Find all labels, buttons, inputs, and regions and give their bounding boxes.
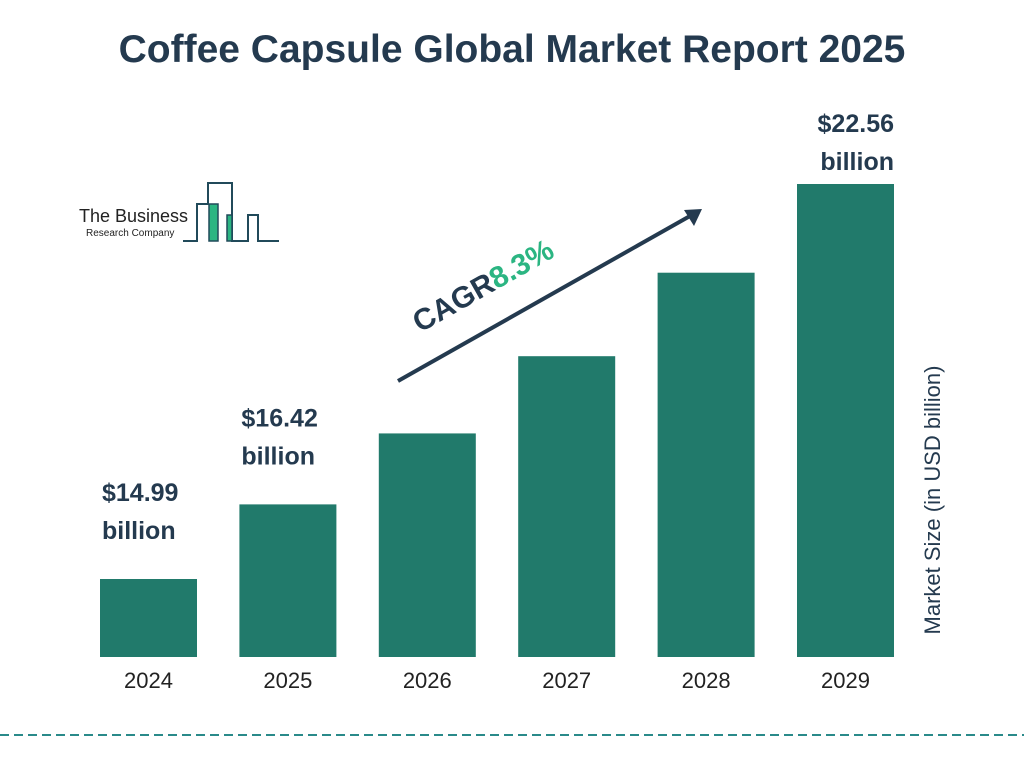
x-tick-label: 2027: [542, 668, 591, 693]
data-label: billion: [102, 517, 176, 545]
data-label: $14.99: [102, 479, 178, 507]
y-axis-label: Market Size (in USD billion): [920, 366, 945, 635]
logo-text-line2: Research Company: [86, 228, 174, 239]
bar-2024: [100, 579, 197, 657]
bar-2026: [378, 433, 476, 657]
cagr-label: CAGR: [407, 267, 500, 339]
x-tick-label: 2029: [821, 668, 870, 693]
logo-text-line1: The Business: [79, 206, 188, 226]
x-tick-label: 2026: [403, 668, 452, 693]
data-label: $22.56: [818, 110, 894, 138]
x-tick-label: 2024: [124, 668, 173, 693]
bar-2028: [657, 272, 755, 657]
bar-2027: [518, 356, 616, 657]
data-label: billion: [820, 148, 894, 176]
x-tick-label: 2025: [263, 668, 312, 693]
cagr-arrow: [397, 209, 702, 383]
cagr-value: 8.3%: [484, 233, 560, 295]
chart-title: Coffee Capsule Global Market Report 2025: [118, 28, 906, 71]
company-logo: The Business Research Company: [79, 182, 279, 242]
data-label: $16.42: [241, 404, 317, 432]
x-tick-label: 2028: [682, 668, 731, 693]
data-label: billion: [241, 442, 315, 470]
bar-2029: [797, 184, 894, 657]
bar-2025: [239, 504, 337, 657]
